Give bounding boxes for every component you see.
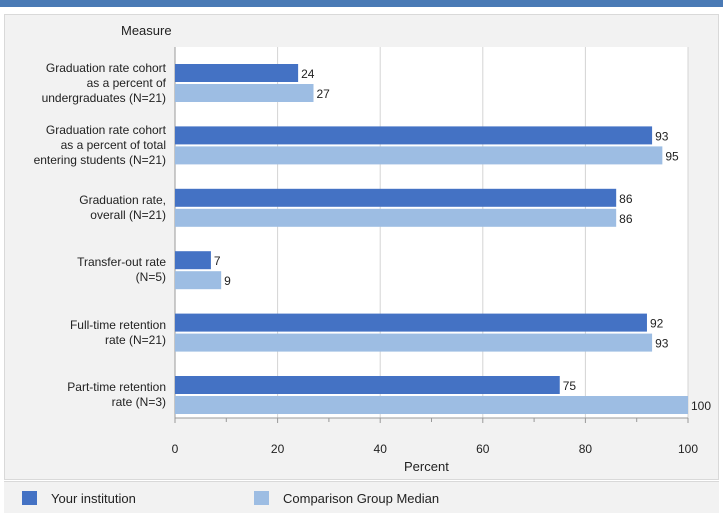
category-label: Part-time retention rate (N=3) <box>67 380 166 409</box>
legend-swatch-your-institution <box>22 491 37 505</box>
bar-comparison-median <box>175 271 222 290</box>
legend: Your institution Comparison Group Median <box>4 481 719 513</box>
y-axis-title: Measure <box>121 23 172 38</box>
bar-value-label: 9 <box>224 274 231 288</box>
legend-item-comparison-median: Comparison Group Median <box>254 490 440 506</box>
category-label: Full-time retention rate (N=21) <box>69 317 166 347</box>
category-label: Transfer-out rate (N=5) <box>77 255 166 285</box>
bar-comparison-median <box>175 208 617 227</box>
bar-your-institution <box>175 64 299 82</box>
bar-value-label: 93 <box>655 337 669 351</box>
header-accent-bar <box>0 0 723 7</box>
x-tick-label: 0 <box>172 442 179 456</box>
bar-your-institution <box>175 251 211 270</box>
bar-your-institution <box>175 376 560 394</box>
bar-value-label: 93 <box>655 129 669 143</box>
bar-value-label: 7 <box>214 254 221 268</box>
bar-your-institution <box>175 313 647 332</box>
legend-label-your-institution: Your institution <box>51 490 136 506</box>
bar-value-label: 75 <box>563 379 577 393</box>
bar-comparison-median <box>175 333 653 352</box>
bar-comparison-median <box>175 146 663 165</box>
bar-value-label: 27 <box>317 87 331 101</box>
category-label: Graduation rate cohort as a percent of t… <box>33 122 166 167</box>
legend-swatch-comparison-median <box>254 491 269 505</box>
category-label: Graduation rate, overall (N=21) <box>79 192 166 222</box>
bar-comparison-median <box>175 84 314 102</box>
bar-comparison-median <box>175 396 688 414</box>
bar-value-label: 86 <box>619 192 633 206</box>
bar-value-label: 95 <box>665 149 679 163</box>
bar-your-institution <box>175 188 617 207</box>
legend-item-your-institution: Your institution <box>22 490 136 506</box>
bar-your-institution <box>175 126 653 145</box>
legend-label-comparison-median: Comparison Group Median <box>283 490 440 506</box>
x-tick-label: 40 <box>374 442 388 456</box>
bar-value-label: 86 <box>619 212 633 226</box>
x-tick-label: 100 <box>678 442 698 456</box>
x-tick-label: 80 <box>579 442 593 456</box>
bar-value-label: 92 <box>650 317 664 331</box>
x-axis-title: Percent <box>404 459 449 474</box>
bar-value-label: 100 <box>691 399 711 413</box>
x-tick-label: 60 <box>476 442 490 456</box>
category-label: Graduation rate cohort as a percent of u… <box>41 60 166 105</box>
plot-area <box>175 47 688 418</box>
bar-value-label: 24 <box>301 67 315 81</box>
x-tick-label: 20 <box>271 442 285 456</box>
